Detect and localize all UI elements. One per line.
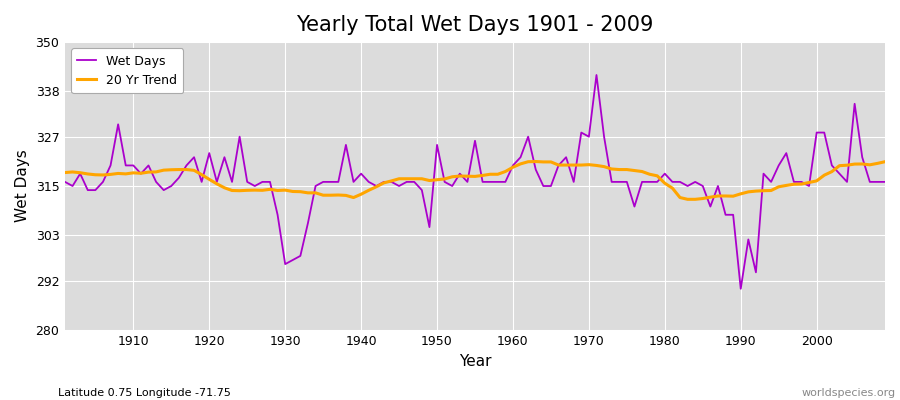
20 Yr Trend (879, 159, 890, 164)
20 Yr Trend (287, 189, 298, 194)
Text: Latitude 0.75 Longitude -71.75: Latitude 0.75 Longitude -71.75 (58, 388, 231, 398)
Y-axis label: Wet Days: Wet Days (15, 150, 30, 222)
20 Yr Trend (333, 193, 344, 198)
Wet Days (59, 180, 70, 184)
Wet Days (591, 73, 602, 78)
Wet Days (508, 163, 518, 168)
X-axis label: Year: Year (459, 354, 491, 369)
20 Yr Trend (607, 166, 617, 171)
20 Yr Trend (530, 159, 541, 164)
20 Yr Trend (121, 172, 131, 176)
20 Yr Trend (59, 170, 70, 175)
Line: Wet Days: Wet Days (65, 75, 885, 289)
Line: 20 Yr Trend: 20 Yr Trend (65, 162, 885, 199)
Wet Days (500, 180, 511, 184)
Wet Days (287, 258, 298, 262)
Wet Days (735, 286, 746, 291)
Wet Days (121, 163, 131, 168)
20 Yr Trend (682, 197, 693, 202)
Text: worldspecies.org: worldspecies.org (801, 388, 896, 398)
Wet Days (607, 180, 617, 184)
Legend: Wet Days, 20 Yr Trend: Wet Days, 20 Yr Trend (71, 48, 184, 93)
Wet Days (879, 180, 890, 184)
20 Yr Trend (500, 169, 511, 174)
Title: Yearly Total Wet Days 1901 - 2009: Yearly Total Wet Days 1901 - 2009 (296, 15, 653, 35)
20 Yr Trend (508, 165, 518, 170)
Wet Days (333, 180, 344, 184)
